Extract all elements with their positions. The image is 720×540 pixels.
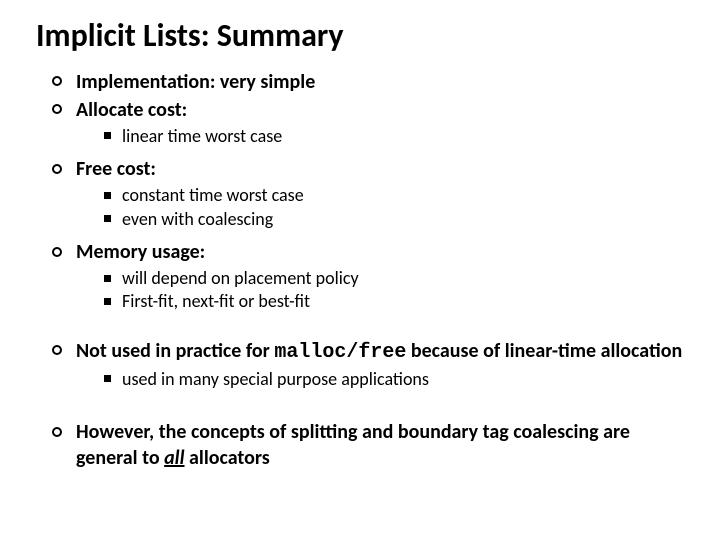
spacer: [46, 322, 684, 336]
sub-bullet: First-fit, next-fit or best-fit: [102, 290, 684, 313]
sublist-allocate: linear time worst case: [76, 125, 684, 148]
sub-bullet: linear time worst case: [102, 125, 684, 148]
sub-bullet: will depend on placement policy: [102, 267, 684, 290]
sublist-free: constant time worst case even with coale…: [76, 184, 684, 231]
sub-text: constant time worst case: [122, 184, 304, 206]
bullet-implementation: Implementation: very simple: [46, 69, 684, 95]
bullet-text: Free cost:: [76, 157, 156, 181]
bullet-text: Implementation: very simple: [76, 70, 315, 94]
text-pre: However, the concepts of splitting and b…: [76, 420, 630, 470]
sub-text: used in many special purpose application…: [122, 368, 429, 390]
sublist-notused: used in many special purpose application…: [76, 368, 684, 391]
bullet-however: However, the concepts of splitting and b…: [46, 419, 684, 471]
sub-text: linear time worst case: [122, 125, 282, 147]
code-malloc-free: malloc/free: [274, 341, 406, 364]
sub-text: even with coalescing: [122, 208, 273, 230]
bullet-list-level1: Implementation: very simple Allocate cos…: [36, 69, 684, 471]
sub-text: First-fit, next-fit or best-fit: [122, 290, 310, 312]
bullet-not-used: Not used in practice for malloc/free bec…: [46, 338, 684, 391]
text-post: because of linear-time allocation: [406, 339, 682, 363]
emphasis-all: all: [164, 446, 184, 470]
slide-title: Implicit Lists: Summary: [36, 18, 684, 55]
bullet-allocate-cost: Allocate cost: linear time worst case: [46, 97, 684, 148]
slide-container: Implicit Lists: Summary Implementation: …: [0, 0, 720, 540]
bullet-memory-usage: Memory usage: will depend on placement p…: [46, 239, 684, 314]
text-pre: Not used in practice for: [76, 339, 274, 363]
text-post: allocators: [185, 446, 270, 470]
bullet-text: Allocate cost:: [76, 98, 187, 122]
bullet-free-cost: Free cost: constant time worst case even…: [46, 156, 684, 231]
bullet-text: Memory usage:: [76, 240, 205, 264]
sub-bullet: constant time worst case: [102, 184, 684, 207]
sub-bullet: even with coalescing: [102, 208, 684, 231]
sublist-memory: will depend on placement policy First-fi…: [76, 267, 684, 314]
sub-bullet: used in many special purpose application…: [102, 368, 684, 391]
spacer: [46, 399, 684, 417]
sub-text: will depend on placement policy: [122, 267, 359, 289]
